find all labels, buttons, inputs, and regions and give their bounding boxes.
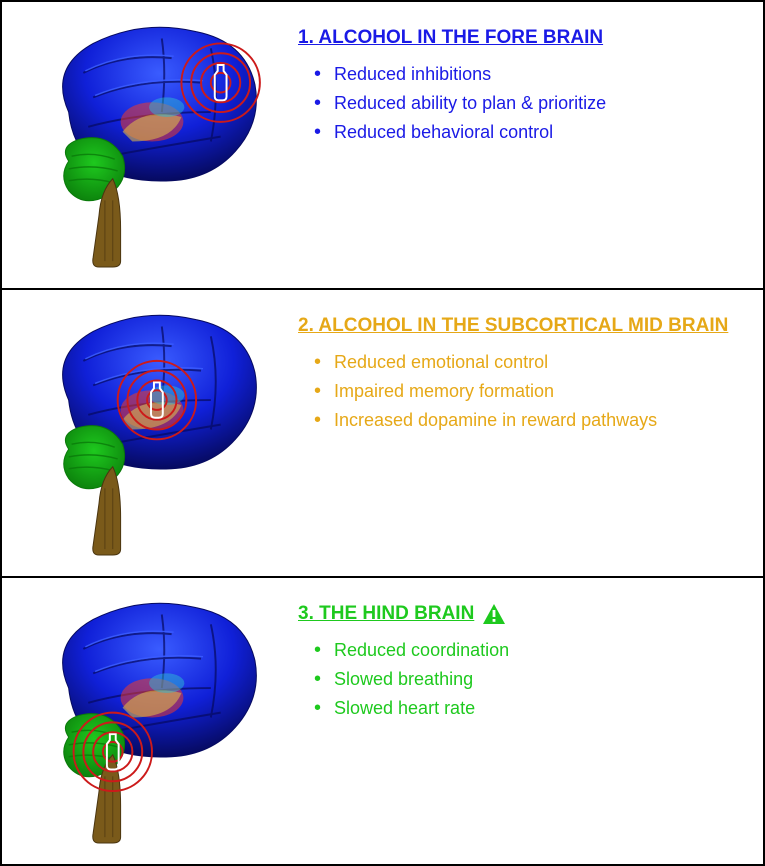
text-block: 2. ALCOHOL IN THE SUBCORTICAL MID BRAIN R… <box>292 302 745 436</box>
brain-illustration <box>12 14 292 269</box>
panel-1: 1. ALCOHOL IN THE FORE BRAIN Reduced inhi… <box>2 2 763 290</box>
bullet-list: Reduced inhibitionsReduced ability to pl… <box>298 61 745 146</box>
bullet-item: Reduced inhibitions <box>320 61 745 88</box>
bullet-item: Reduced behavioral control <box>320 119 745 146</box>
bullet-item: Reduced emotional control <box>320 349 745 376</box>
bullet-list: Reduced coordinationSlowed breathingSlow… <box>298 637 745 722</box>
brain-wrap <box>12 302 292 557</box>
section-heading: 1. ALCOHOL IN THE FORE BRAIN <box>298 26 745 51</box>
text-block: 3. THE HIND BRAIN Reduced coordinationSl… <box>292 590 745 724</box>
bullet-item: Reduced coordination <box>320 637 745 664</box>
text-block: 1. ALCOHOL IN THE FORE BRAIN Reduced inhi… <box>292 14 745 148</box>
bullet-list: Reduced emotional controlImpaired memory… <box>298 349 745 434</box>
section-heading: 2. ALCOHOL IN THE SUBCORTICAL MID BRAIN <box>298 314 745 339</box>
panel-2: 2. ALCOHOL IN THE SUBCORTICAL MID BRAIN R… <box>2 290 763 578</box>
brain-illustration <box>12 590 292 845</box>
infographic-container: 1. ALCOHOL IN THE FORE BRAIN Reduced inhi… <box>0 0 765 866</box>
brain-wrap <box>12 14 292 269</box>
panel-3: 3. THE HIND BRAIN Reduced coordinationSl… <box>2 578 763 864</box>
warning-icon <box>482 603 506 625</box>
bullet-item: Increased dopamine in reward pathways <box>320 407 745 434</box>
bullet-item: Reduced ability to plan & prioritize <box>320 90 745 117</box>
bullet-item: Slowed breathing <box>320 666 745 693</box>
bullet-item: Impaired memory formation <box>320 378 745 405</box>
bullet-item: Slowed heart rate <box>320 695 745 722</box>
brain-wrap <box>12 590 292 845</box>
brain-illustration <box>12 302 292 557</box>
section-heading: 3. THE HIND BRAIN <box>298 602 745 627</box>
